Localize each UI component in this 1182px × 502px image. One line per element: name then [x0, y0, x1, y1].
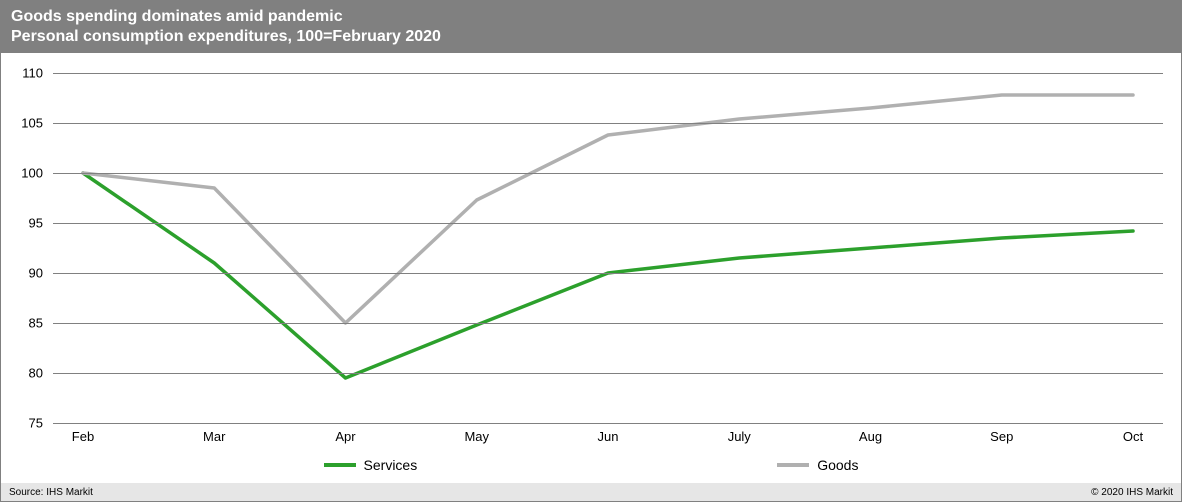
- ytick-label: 100: [3, 166, 43, 181]
- legend-swatch-goods: [777, 463, 809, 467]
- xtick-label: Apr: [335, 423, 355, 444]
- legend-swatch-services: [324, 463, 356, 467]
- gridline: [53, 173, 1163, 174]
- footer-source: Source: IHS Markit: [9, 487, 93, 498]
- gridline: [53, 323, 1163, 324]
- xtick-label: May: [464, 423, 489, 444]
- legend-label-goods: Goods: [817, 457, 858, 473]
- xtick-label: July: [728, 423, 751, 444]
- series-line-services: [83, 173, 1133, 378]
- legend: Services Goods: [1, 453, 1181, 477]
- gridline: [53, 373, 1163, 374]
- chart-subtitle: Personal consumption expenditures, 100=F…: [11, 27, 1171, 47]
- gridline: [53, 123, 1163, 124]
- line-series-svg: [53, 73, 1163, 423]
- legend-item-goods: Goods: [777, 457, 858, 473]
- chart-header: Goods spending dominates amid pandemic P…: [1, 1, 1181, 53]
- ytick-label: 90: [3, 266, 43, 281]
- plot-area: 7580859095100105110FebMarAprMayJunJulyAu…: [53, 73, 1163, 423]
- footer-copyright: © 2020 IHS Markit: [1091, 487, 1173, 498]
- chart-container: Goods spending dominates amid pandemic P…: [0, 0, 1182, 502]
- ytick-label: 75: [3, 416, 43, 431]
- chart-footer: Source: IHS Markit © 2020 IHS Markit: [1, 483, 1181, 501]
- xtick-label: Feb: [72, 423, 94, 444]
- gridline: [53, 73, 1163, 74]
- gridline: [53, 273, 1163, 274]
- chart-title: Goods spending dominates amid pandemic: [11, 7, 1171, 27]
- legend-label-services: Services: [364, 457, 418, 473]
- gridline: [53, 223, 1163, 224]
- xtick-label: Sep: [990, 423, 1013, 444]
- ytick-label: 105: [3, 116, 43, 131]
- xtick-label: Aug: [859, 423, 882, 444]
- ytick-label: 95: [3, 216, 43, 231]
- xtick-label: Jun: [598, 423, 619, 444]
- xtick-label: Oct: [1123, 423, 1143, 444]
- ytick-label: 80: [3, 366, 43, 381]
- ytick-label: 85: [3, 316, 43, 331]
- series-line-goods: [83, 95, 1133, 323]
- ytick-label: 110: [3, 66, 43, 81]
- legend-item-services: Services: [324, 457, 418, 473]
- xtick-label: Mar: [203, 423, 225, 444]
